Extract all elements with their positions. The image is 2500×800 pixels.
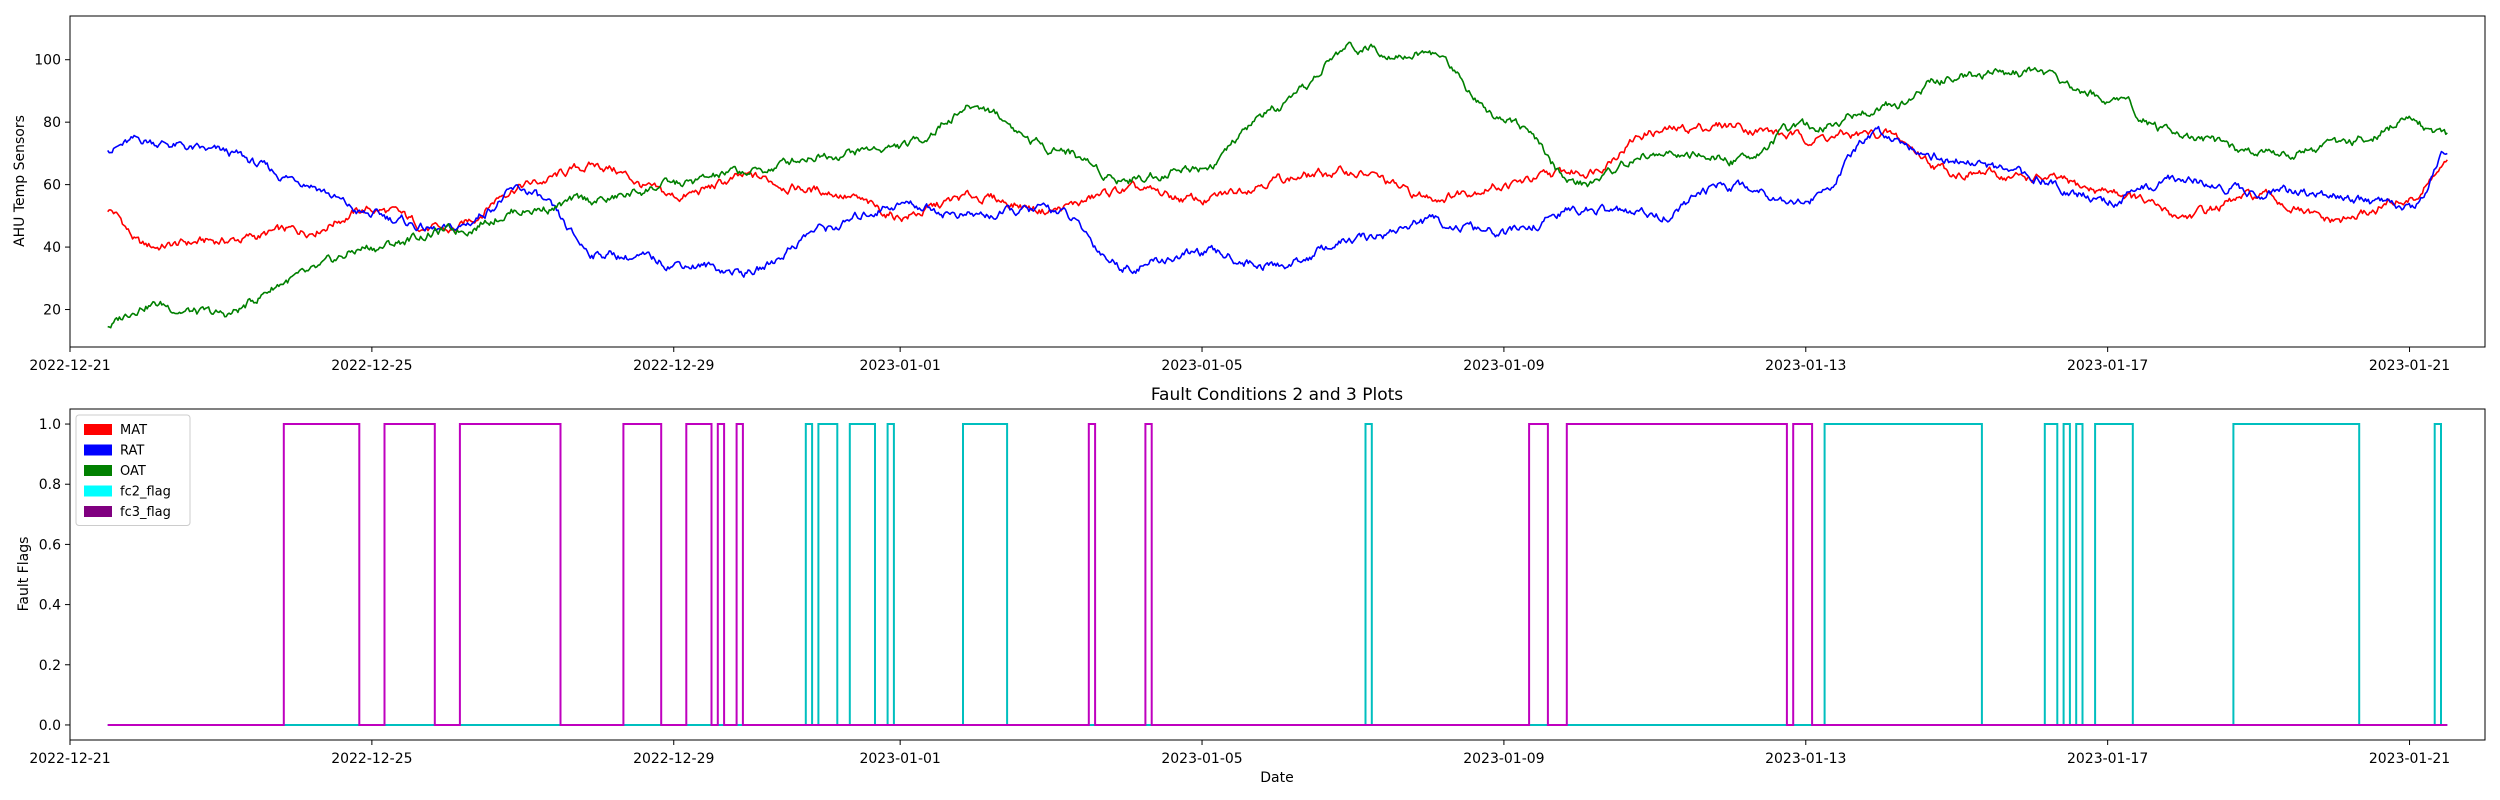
legend-label-oat: OAT [120,464,146,479]
y-tick-label: 80 [43,115,61,131]
fault-flags-plot-area [107,423,2448,726]
y-tick-label: 0.6 [39,537,61,553]
x-tick-label: 2023-01-09 [1463,751,1544,767]
temp-sensors-x-ticks: 2022-12-21 2022-12-25 2022-12-29 2023-01-01… [29,347,2450,374]
x-tick-label: 2022-12-21 [29,751,110,767]
fault-flags-x-axis-label: Date [1260,770,1293,786]
x-tick-label: 2023-01-21 [2369,751,2450,767]
legend-label-fc3-flag: fc3_flag [120,505,171,520]
fault-flags-y-ticks: 0.0 0.2 0.4 0.6 0.8 1.0 [39,417,70,734]
x-tick-label: 2023-01-13 [1765,751,1846,767]
fault-flags-y-axis-label: Fault Flags [16,537,32,612]
temp-sensors-y-axis-label: AHU Temp Sensors [12,115,28,247]
y-tick-label: 40 [43,240,61,256]
legend-swatch-fc3-flag [84,506,112,517]
fault-flags-x-ticks: 2022-12-21 2022-12-25 2022-12-29 2023-01-01… [29,740,2450,767]
x-tick-label: 2022-12-29 [633,358,714,374]
x-tick-label: 2023-01-01 [859,358,940,374]
y-tick-label: 20 [43,303,61,319]
x-tick-label: 2023-01-21 [2369,358,2450,374]
fault-flags-chart-title: Fault Conditions 2 and 3 Plots [1151,385,1403,405]
x-tick-label: 2023-01-17 [2067,751,2148,767]
legend-label-rat: RAT [120,444,144,459]
legend: MAT RAT OAT fc2_flag fc3_flag [75,414,191,526]
legend-frame [75,414,191,526]
x-tick-label: 2023-01-05 [1161,751,1242,767]
x-tick-label: 2023-01-01 [859,751,940,767]
x-tick-label: 2022-12-21 [29,358,110,374]
x-tick-label: 2022-12-25 [331,358,412,374]
legend-swatch-mat [84,424,112,435]
temp-sensors-axes-frame [69,15,2486,348]
series-line-rat [107,125,2448,278]
x-tick-label: 2023-01-13 [1765,358,1846,374]
series-line-oat [107,41,2448,329]
y-tick-label: 100 [34,53,61,69]
temp-sensors-plot-area [107,41,2448,329]
x-tick-label: 2023-01-05 [1161,358,1242,374]
fault-flags-axes-frame [69,408,2486,741]
series-step-fc3-flag [107,423,2448,726]
legend-label-mat: MAT [120,423,147,438]
legend-label-fc2-flag: fc2_flag [120,485,171,500]
y-tick-label: 60 [43,178,61,194]
legend-swatch-fc2-flag [84,485,112,497]
y-tick-label: 1.0 [39,417,61,433]
x-tick-label: 2023-01-17 [2067,358,2148,374]
x-tick-label: 2023-01-09 [1463,358,1544,374]
y-tick-label: 0.0 [39,718,61,734]
temp-sensors-y-ticks: 20 40 60 80 100 [34,53,70,319]
y-tick-label: 0.8 [39,477,61,493]
fault-flags-panel: Fault Conditions 2 and 3 Plots 0.0 0.2 0.4… [16,385,2486,786]
y-tick-label: 0.2 [39,658,61,674]
legend-swatch-oat [84,465,112,476]
y-tick-label: 0.4 [39,598,61,614]
series-line-mat [107,122,2448,251]
legend-swatch-rat [84,444,112,456]
x-tick-label: 2022-12-29 [633,751,714,767]
x-tick-label: 2022-12-25 [331,751,412,767]
